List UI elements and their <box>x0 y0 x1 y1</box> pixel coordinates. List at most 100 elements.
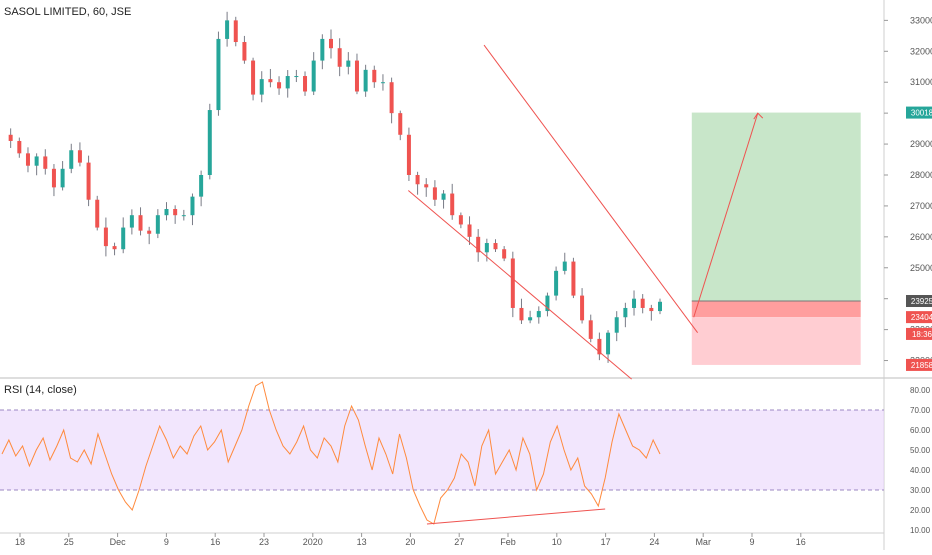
forecast-arrowhead <box>753 112 764 120</box>
time-tick-label: 2020 <box>303 537 323 547</box>
candle-body <box>138 215 143 231</box>
candle-body <box>406 134 411 175</box>
channel-upper-line <box>483 44 699 334</box>
candle-body <box>216 38 221 111</box>
candle-body <box>164 209 169 216</box>
candle-body <box>8 134 13 141</box>
price-marker-label: 30018 <box>911 109 932 118</box>
time-tick-label: 9 <box>164 537 169 547</box>
time-tick-label: 20 <box>405 537 415 547</box>
candle-body <box>450 193 455 216</box>
candle-body <box>121 227 126 250</box>
candle-body <box>303 76 308 92</box>
candle-body <box>458 215 463 225</box>
candle-body <box>632 298 637 308</box>
candle-body <box>277 82 282 89</box>
candle-body <box>103 227 108 247</box>
candle-body <box>519 307 524 321</box>
forecast-arrow <box>693 112 759 318</box>
candle-body <box>346 60 351 67</box>
candle-body <box>60 168 65 188</box>
price-tick-label: 29000 <box>910 139 932 149</box>
candle-body <box>536 311 541 318</box>
candle-body <box>354 60 359 92</box>
target-zone <box>691 112 861 302</box>
candle-body <box>502 249 507 259</box>
candle-body <box>606 332 611 355</box>
candle-body <box>510 258 515 308</box>
candle-body <box>17 140 22 154</box>
candle-body <box>554 270 559 296</box>
candle-body <box>528 317 533 321</box>
time-tick-label: 27 <box>454 537 464 547</box>
price-tick-label: 26000 <box>910 232 932 242</box>
candle-body <box>372 69 377 83</box>
candle-body <box>545 295 550 312</box>
time-tick-label: Feb <box>500 537 516 547</box>
candle-body <box>129 215 134 228</box>
time-tick-label: 9 <box>749 537 754 547</box>
candle-body <box>467 224 472 237</box>
candle-body <box>484 243 489 253</box>
candle-body <box>614 317 619 333</box>
candle-body <box>181 215 186 217</box>
candle-body <box>25 153 30 166</box>
price-tick-label: 31000 <box>910 77 932 87</box>
rsi-pane[interactable] <box>0 381 884 525</box>
candle-body <box>225 20 230 39</box>
candle-body <box>43 156 48 169</box>
rsi-tick-label: 30.00 <box>910 486 931 495</box>
candle-body <box>398 113 403 135</box>
price-tick-label: 32000 <box>910 46 932 56</box>
price-marker-box <box>906 295 932 308</box>
time-tick-label: 13 <box>357 537 367 547</box>
time-tick-label: 18 <box>15 537 25 547</box>
axes: 2200023000240002500026000270002800029000… <box>15 15 932 547</box>
candle-body <box>69 150 74 169</box>
candle-body <box>571 261 576 296</box>
stop-zone-active <box>691 301 861 318</box>
candle-body <box>380 82 385 84</box>
rsi-line <box>1 381 661 525</box>
price-pane[interactable] <box>8 11 861 380</box>
candle-body <box>424 184 429 188</box>
candle-body <box>190 196 195 216</box>
time-tick-label: 16 <box>796 537 806 547</box>
time-tick-label: 25 <box>64 537 74 547</box>
price-tick-label: 33000 <box>910 15 932 25</box>
stop-zone <box>691 317 861 365</box>
candle-body <box>268 79 273 83</box>
candle-body <box>285 76 290 89</box>
candle-body <box>623 307 628 318</box>
candle-body <box>173 209 178 216</box>
candle-body <box>562 261 567 271</box>
rsi-tick-label: 50.00 <box>910 446 931 455</box>
price-marker-box <box>906 311 932 324</box>
candle-body <box>86 162 91 200</box>
candle-body <box>112 246 117 250</box>
time-tick-label: 10 <box>552 537 562 547</box>
candle-body <box>259 79 264 95</box>
candle-body <box>233 20 238 43</box>
rsi-divergence-line <box>426 508 606 525</box>
channel-lower-line <box>407 190 632 380</box>
rsi-tick-label: 40.00 <box>910 466 931 475</box>
price-tick-label: 28000 <box>910 170 932 180</box>
candle-body <box>441 193 446 200</box>
candle-body <box>155 215 160 234</box>
time-tick-label: 16 <box>210 537 220 547</box>
rsi-tick-label: 60.00 <box>910 426 931 435</box>
candle-body <box>34 156 39 166</box>
price-tick-label: 27000 <box>910 201 932 211</box>
rsi-tick-label: 20.00 <box>910 506 931 515</box>
time-tick-label: Dec <box>110 537 127 547</box>
candle-body <box>337 48 342 67</box>
symbol-title: SASOL LIMITED, 60, JSE <box>4 6 132 18</box>
candle-body <box>640 298 645 308</box>
candle-body <box>493 243 498 250</box>
time-tick-label: Mar <box>695 537 711 547</box>
price-marker-label: 23925 <box>911 297 932 306</box>
candle-body <box>311 60 316 92</box>
